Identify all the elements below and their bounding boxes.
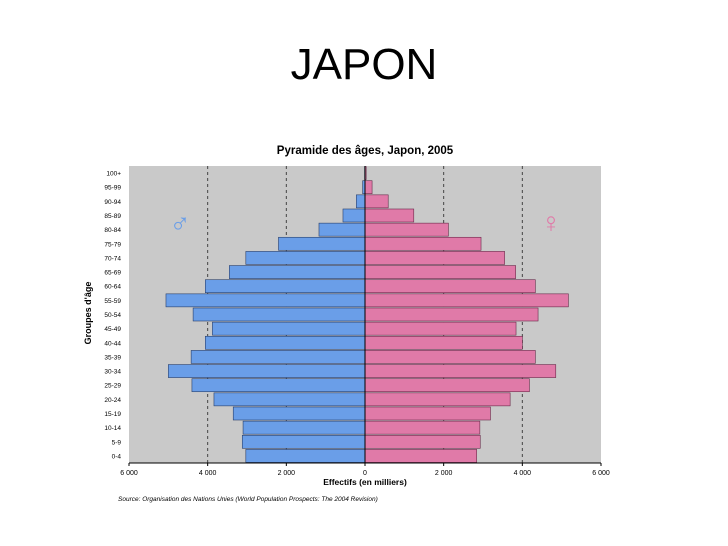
bar-female-60-64 xyxy=(364,279,536,294)
bar-female-75-79 xyxy=(364,236,482,251)
female-symbol-icon: ♀ xyxy=(541,207,562,238)
bar-male-50-54 xyxy=(192,307,366,322)
bar-female-15-19 xyxy=(364,406,491,421)
x-tick-label-1: 4 000 xyxy=(199,470,217,477)
y-tick-label-30-34: 30-34 xyxy=(104,369,121,376)
bar-male-35-39 xyxy=(190,350,366,364)
bar-female-65-69 xyxy=(364,265,516,279)
y-tick-label-10-14: 10-14 xyxy=(104,425,121,432)
slide-title: JAPON xyxy=(290,40,438,89)
bar-female-20-24 xyxy=(364,392,511,407)
x-tick-label-6: 6 000 xyxy=(592,470,610,477)
bar-male-70-74 xyxy=(245,251,366,265)
bar-female-80-84 xyxy=(364,222,449,237)
x-tick-label-2: 2 000 xyxy=(278,470,296,477)
chart-title: Pyramide des âges, Japon, 2005 xyxy=(277,145,454,157)
bar-male-20-24 xyxy=(213,392,366,407)
y-tick-label-40-44: 40-44 xyxy=(104,340,121,347)
bar-female-0-4 xyxy=(364,449,478,463)
bar-male-60-64 xyxy=(205,279,366,294)
y-tick-label-20-24: 20-24 xyxy=(104,397,121,404)
y-tick-label-85-89: 85-89 xyxy=(104,213,121,220)
y-tick-label-90-94: 90-94 xyxy=(104,199,121,206)
bar-female-45-49 xyxy=(364,321,517,336)
bar-female-35-39 xyxy=(364,350,536,364)
bar-male-15-19 xyxy=(232,406,366,421)
x-tick-label-3: 0 xyxy=(363,470,367,477)
y-tick-label-25-29: 25-29 xyxy=(104,383,121,390)
bar-female-90-94 xyxy=(364,194,389,209)
x-axis-label: Effectifs (en milliers) xyxy=(323,477,407,487)
y-tick-label-100+: 100+ xyxy=(106,171,121,178)
y-tick-label-50-54: 50-54 xyxy=(104,312,121,319)
y-tick-label-45-49: 45-49 xyxy=(104,326,121,333)
bar-female-85-89 xyxy=(364,208,415,223)
bar-male-5-9 xyxy=(241,434,366,449)
y-tick-label-15-19: 15-19 xyxy=(104,411,121,418)
bar-female-25-29 xyxy=(364,378,530,393)
bars-group xyxy=(165,166,569,463)
y-tick-label-70-74: 70-74 xyxy=(104,255,121,262)
source-note: Source: Organisation des Nations Unies (… xyxy=(118,496,378,503)
x-tick-label-5: 4 000 xyxy=(514,470,532,477)
y-tick-label-60-64: 60-64 xyxy=(104,284,121,291)
bar-male-85-89 xyxy=(342,208,366,223)
bar-male-65-69 xyxy=(229,265,366,279)
y-tick-label-75-79: 75-79 xyxy=(104,241,121,248)
bar-female-10-14 xyxy=(364,420,481,435)
bar-female-40-44 xyxy=(364,335,523,350)
y-tick-label-55-59: 55-59 xyxy=(104,298,121,305)
x-tick-label-0: 6 000 xyxy=(120,470,138,477)
bar-female-5-9 xyxy=(364,434,481,449)
bar-female-95-99 xyxy=(364,180,373,195)
bar-male-40-44 xyxy=(205,335,366,350)
bar-male-80-84 xyxy=(318,222,366,237)
y-tick-label-65-69: 65-69 xyxy=(104,270,121,277)
bar-male-0-4 xyxy=(245,449,366,463)
bar-female-55-59 xyxy=(364,293,569,308)
y-tick-label-95-99: 95-99 xyxy=(104,185,121,192)
y-tick-labels: 100+ 95-99 90-94 85-89 80-84 75-79 70-74 65-69 6… xyxy=(104,171,121,461)
y-tick-label-5-9: 5-9 xyxy=(112,439,122,446)
x-tick-label-4: 2 000 xyxy=(435,470,453,477)
bar-female-70-74 xyxy=(364,251,505,265)
bar-male-10-14 xyxy=(242,420,366,435)
bar-male-55-59 xyxy=(165,293,366,308)
y-tick-label-0-4: 0-4 xyxy=(112,453,122,460)
bar-female-30-34 xyxy=(364,364,557,378)
y-axis-label: Groupes d'âge xyxy=(83,282,93,345)
bar-male-30-34 xyxy=(168,364,366,378)
bar-male-25-29 xyxy=(191,378,366,393)
bar-male-90-94 xyxy=(356,194,366,209)
y-tick-label-80-84: 80-84 xyxy=(104,227,121,234)
y-tick-label-35-39: 35-39 xyxy=(104,354,121,361)
male-symbol-icon: ♂ xyxy=(170,207,191,238)
bar-male-75-79 xyxy=(278,236,366,251)
bar-female-50-54 xyxy=(364,307,539,322)
bar-male-45-49 xyxy=(212,321,366,336)
x-tick-labels: 6 000 4 000 2 000 0 2 000 4 000 6 000 xyxy=(120,463,610,477)
